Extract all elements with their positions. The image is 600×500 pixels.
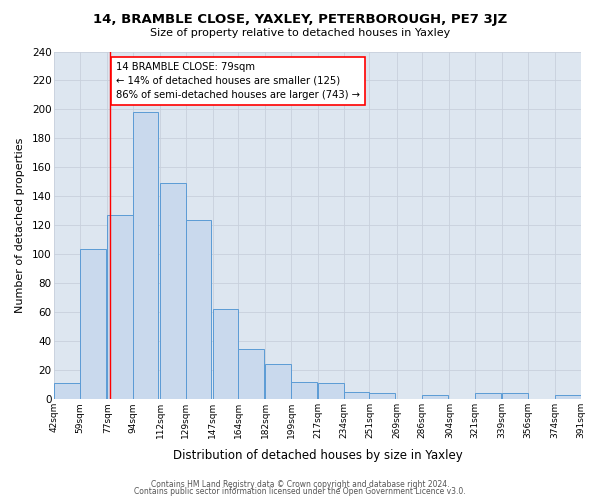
Text: Contains HM Land Registry data © Crown copyright and database right 2024.: Contains HM Land Registry data © Crown c… [151, 480, 449, 489]
Bar [133, 112, 158, 399]
Bar [107, 215, 133, 399]
X-axis label: Distribution of detached houses by size in Yaxley: Distribution of detached houses by size … [173, 450, 463, 462]
Text: 14 BRAMBLE CLOSE: 79sqm
← 14% of detached houses are smaller (125)
86% of semi-d: 14 BRAMBLE CLOSE: 79sqm ← 14% of detache… [116, 62, 360, 100]
Bar [80, 248, 106, 399]
Bar [422, 395, 448, 399]
Bar [238, 348, 264, 399]
Bar [318, 384, 344, 399]
Bar [555, 395, 581, 399]
Bar [185, 220, 211, 399]
Bar [291, 382, 317, 399]
Bar [55, 384, 80, 399]
Bar [213, 310, 238, 399]
Bar [344, 392, 370, 399]
Y-axis label: Number of detached properties: Number of detached properties [15, 138, 25, 313]
Bar [370, 394, 395, 399]
Bar [160, 184, 185, 399]
Text: Contains public sector information licensed under the Open Government Licence v3: Contains public sector information licen… [134, 488, 466, 496]
Bar [265, 364, 291, 399]
Bar [502, 394, 528, 399]
Bar [475, 394, 500, 399]
Text: Size of property relative to detached houses in Yaxley: Size of property relative to detached ho… [150, 28, 450, 38]
Text: 14, BRAMBLE CLOSE, YAXLEY, PETERBOROUGH, PE7 3JZ: 14, BRAMBLE CLOSE, YAXLEY, PETERBOROUGH,… [93, 12, 507, 26]
